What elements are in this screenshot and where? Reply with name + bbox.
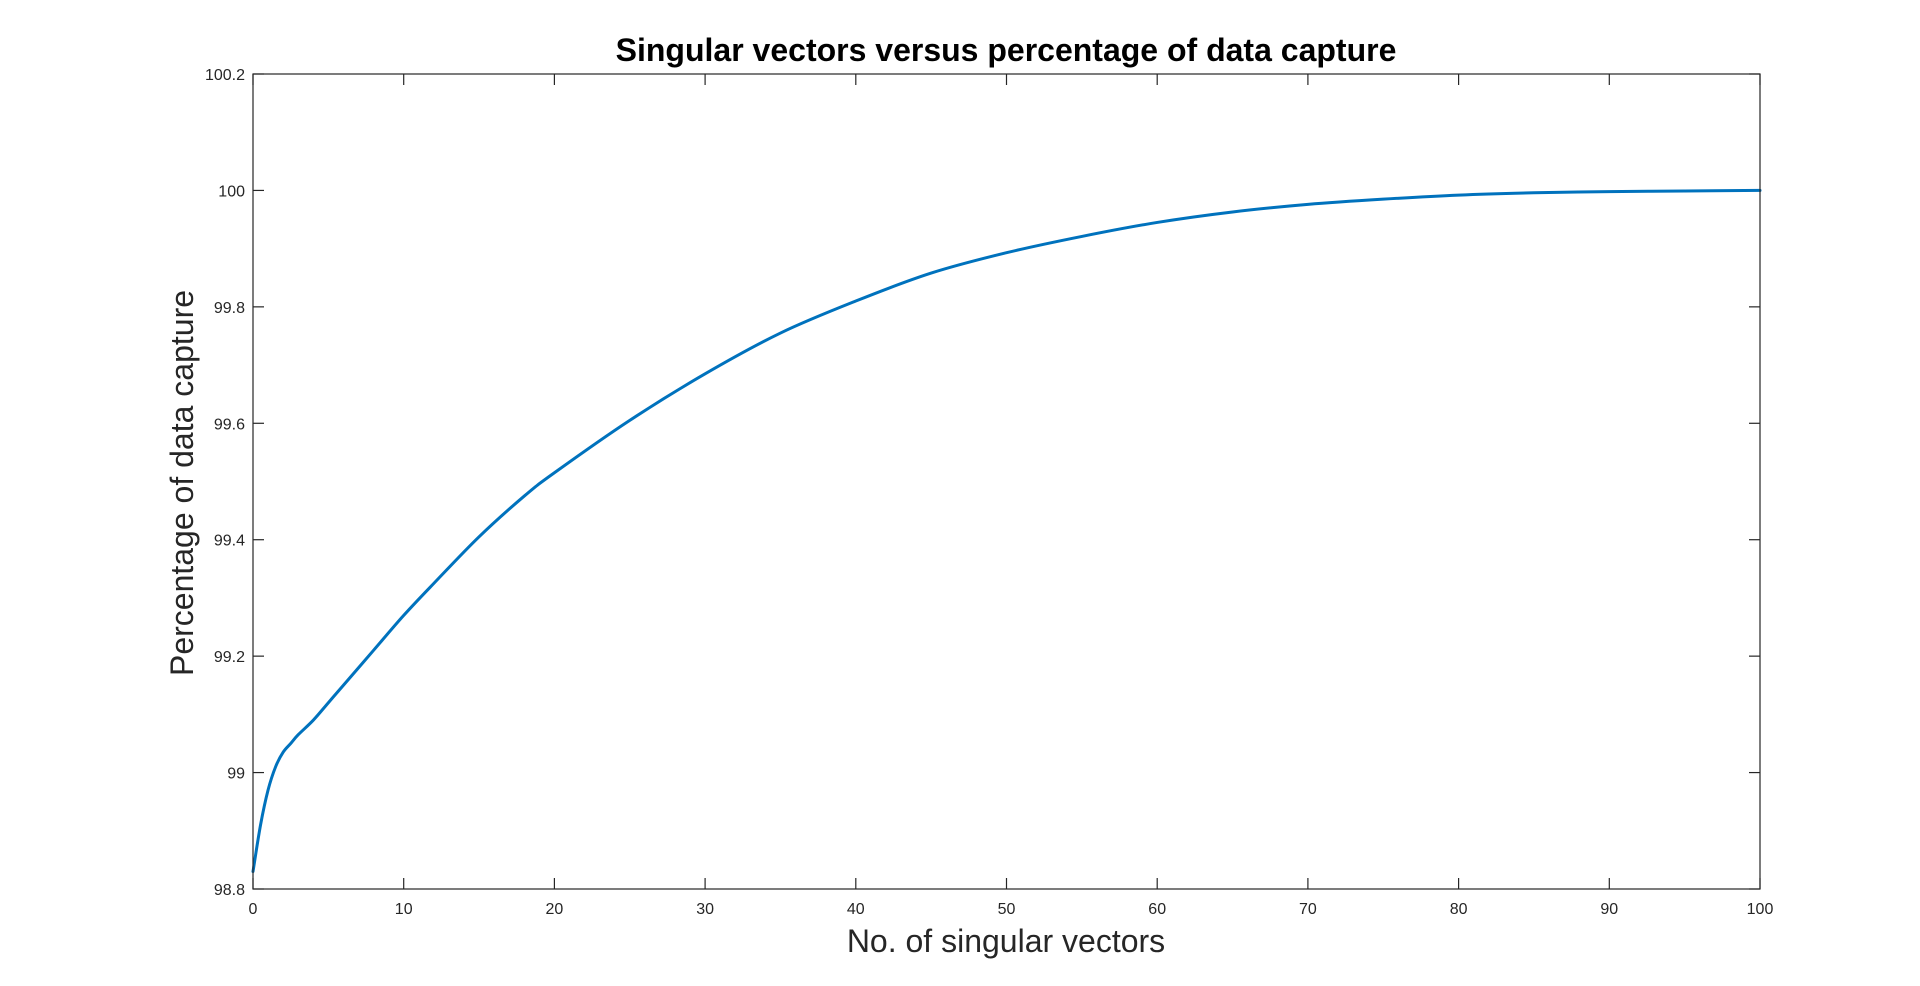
x-axis-label: No. of singular vectors — [847, 923, 1165, 959]
x-tick-label: 90 — [1600, 901, 1618, 918]
x-tick-label: 80 — [1450, 901, 1468, 918]
x-tick-label: 100 — [1747, 901, 1774, 918]
y-tick-label: 98.8 — [214, 882, 245, 899]
x-tick-label: 10 — [395, 901, 413, 918]
y-tick-label: 99.6 — [214, 416, 245, 433]
x-tick-label: 20 — [546, 901, 564, 918]
x-tick-label: 60 — [1148, 901, 1166, 918]
x-tick-label: 30 — [696, 901, 714, 918]
y-axis-label: Percentage of data capture — [164, 290, 200, 676]
y-tick-label: 99.2 — [214, 649, 245, 666]
x-axis-ticks: 0 10 20 30 40 50 60 70 80 90 100 — [249, 74, 1774, 918]
series-line — [251, 188, 1762, 874]
x-tick-label: 50 — [998, 901, 1016, 918]
y-axis-ticks: 98.8 99 99.2 99.4 99.6 99.8 100 100.2 — [205, 67, 1760, 899]
y-tick-label: 99.8 — [214, 300, 245, 317]
x-tick-label: 0 — [249, 901, 258, 918]
y-tick-label: 99.4 — [214, 533, 245, 550]
y-tick-label: 100.2 — [205, 67, 245, 84]
plot-background — [253, 74, 1760, 889]
chart-title: Singular vectors versus percentage of da… — [616, 32, 1397, 68]
plot-frame — [252, 73, 1761, 890]
y-tick-label: 100 — [218, 183, 245, 200]
x-tick-label: 40 — [847, 901, 865, 918]
plot-area: 0 10 20 30 40 50 60 70 80 90 100 98.8 99 99.2 99.4 99.… — [205, 67, 1773, 918]
x-tick-label: 70 — [1299, 901, 1317, 918]
y-tick-label: 99 — [227, 766, 245, 783]
